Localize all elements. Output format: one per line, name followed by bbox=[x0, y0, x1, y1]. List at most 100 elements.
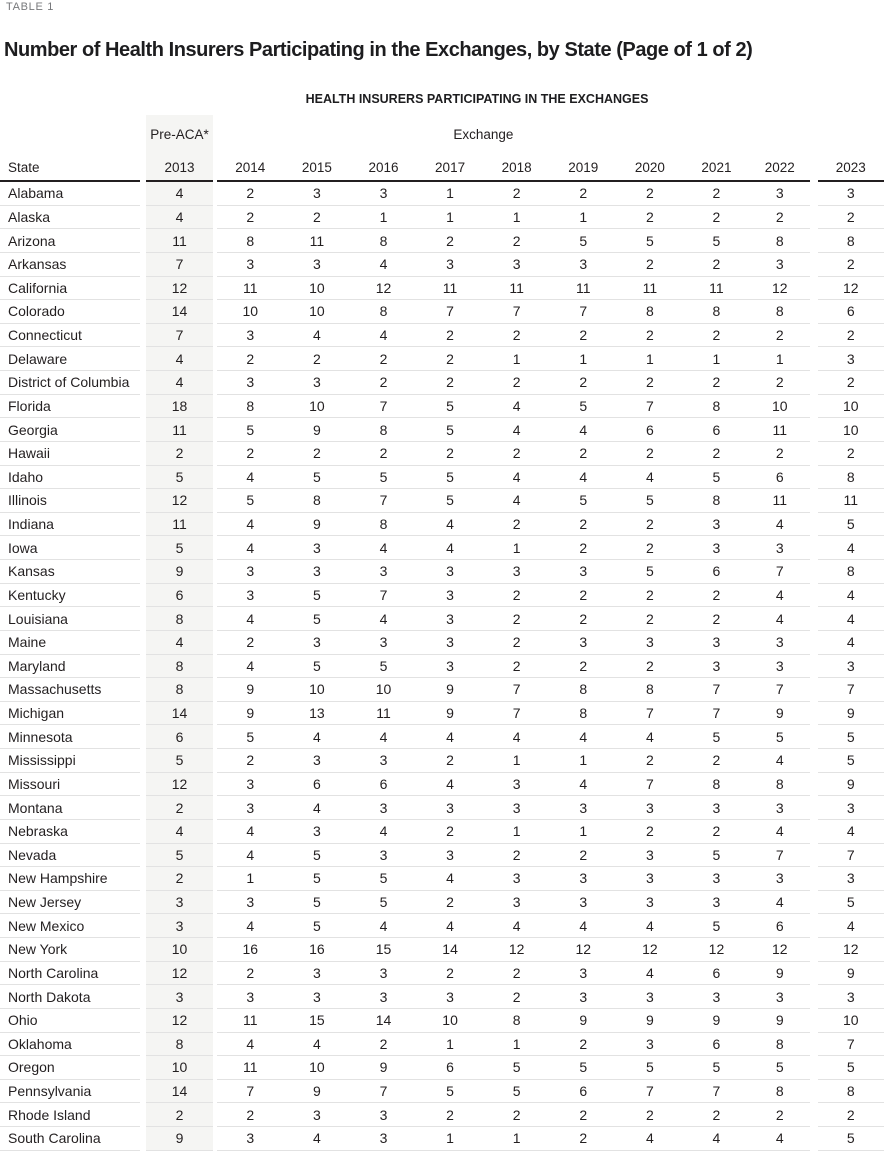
value-2022: 9 bbox=[749, 702, 810, 726]
value-2020: 7 bbox=[616, 395, 684, 419]
column-gap bbox=[810, 584, 818, 608]
column-gap bbox=[810, 1127, 818, 1151]
state-column-header: State bbox=[0, 149, 140, 182]
value-2017: 4 bbox=[416, 513, 484, 537]
column-gap bbox=[810, 442, 818, 466]
value-2015: 11 bbox=[283, 229, 351, 253]
value-2019: 7 bbox=[549, 300, 617, 324]
value-2016: 7 bbox=[350, 584, 417, 608]
value-2013: 5 bbox=[146, 843, 213, 868]
value-2018: 1 bbox=[483, 820, 550, 844]
value-2016: 14 bbox=[350, 1009, 417, 1033]
table-row: Hawaii 2 2 2 2 2 2 2 2 2 2 2 bbox=[0, 441, 884, 466]
value-2023: 10 bbox=[817, 1009, 884, 1033]
value-2013: 8 bbox=[146, 607, 213, 631]
table-body: Alabama 4 2 3 3 1 2 2 2 2 3 3 Alaska 4 2 2 1 1 1 1 2 2 2 2 Arizo… bbox=[0, 182, 884, 1151]
value-2023: 10 bbox=[817, 395, 884, 419]
value-2020: 3 bbox=[616, 985, 684, 1009]
value-2023: 2 bbox=[817, 371, 884, 395]
column-gap bbox=[810, 300, 818, 324]
value-2017: 3 bbox=[416, 655, 484, 679]
state-name: Kansas bbox=[0, 560, 140, 584]
value-2022: 6 bbox=[749, 466, 810, 490]
value-2023: 4 bbox=[817, 820, 884, 844]
column-gap bbox=[810, 536, 818, 560]
value-2020: 2 bbox=[616, 253, 684, 277]
value-2020: 2 bbox=[616, 607, 684, 631]
table-row: Georgia 11 5 9 8 5 4 4 6 6 11 10 bbox=[0, 418, 884, 442]
value-2016: 2 bbox=[350, 1033, 417, 1057]
year-header-2021: 2021 bbox=[683, 149, 750, 182]
state-name: Arizona bbox=[0, 229, 140, 253]
value-2014: 3 bbox=[217, 1127, 284, 1151]
value-2013: 18 bbox=[146, 394, 213, 419]
value-2019: 3 bbox=[549, 867, 617, 891]
table-row: Delaware 4 2 2 2 2 1 1 1 1 1 3 bbox=[0, 347, 884, 371]
table-row: Minnesota 6 5 4 4 4 4 4 4 5 5 5 bbox=[0, 725, 884, 749]
value-2021: 7 bbox=[683, 1080, 750, 1104]
value-2020: 12 bbox=[616, 938, 684, 962]
value-2013: 9 bbox=[146, 1127, 213, 1151]
value-2020: 4 bbox=[616, 725, 684, 749]
value-2023: 6 bbox=[817, 300, 884, 324]
value-2022: 8 bbox=[749, 773, 810, 797]
value-2013: 7 bbox=[146, 323, 213, 348]
table-row: District of Columbia 4 3 3 2 2 2 2 2 2 2 2 bbox=[0, 371, 884, 395]
value-2017: 4 bbox=[416, 773, 484, 797]
value-2023: 11 bbox=[817, 489, 884, 513]
value-2018: 12 bbox=[483, 938, 550, 962]
value-2013: 4 bbox=[146, 630, 213, 655]
value-2016: 9 bbox=[350, 1056, 417, 1080]
value-2019: 2 bbox=[549, 1127, 617, 1151]
value-2022: 2 bbox=[749, 1103, 810, 1127]
value-2015: 4 bbox=[283, 324, 351, 348]
value-2019: 11 bbox=[549, 277, 617, 301]
value-2018: 2 bbox=[483, 584, 550, 608]
value-2021: 6 bbox=[683, 962, 750, 986]
empty-cell bbox=[0, 115, 140, 149]
table-row: Oregon 10 11 10 9 6 5 5 5 5 5 5 bbox=[0, 1056, 884, 1080]
value-2014: 7 bbox=[217, 1080, 284, 1104]
value-2022: 3 bbox=[749, 867, 810, 891]
value-2014: 11 bbox=[217, 1009, 284, 1033]
state-name: North Carolina bbox=[0, 962, 140, 986]
value-2018: 5 bbox=[483, 1056, 550, 1080]
value-2013: 5 bbox=[146, 749, 213, 773]
value-2019: 2 bbox=[549, 442, 617, 466]
state-name: Florida bbox=[0, 395, 140, 419]
value-2020: 3 bbox=[616, 891, 684, 915]
value-2022: 7 bbox=[749, 844, 810, 868]
value-2018: 1 bbox=[483, 206, 550, 230]
value-2017: 9 bbox=[416, 678, 484, 702]
column-gap bbox=[810, 702, 818, 726]
value-2020: 8 bbox=[616, 678, 684, 702]
value-2013: 5 bbox=[146, 536, 213, 560]
value-2022: 4 bbox=[749, 1127, 810, 1151]
value-2023: 5 bbox=[817, 891, 884, 915]
state-name: Oklahoma bbox=[0, 1033, 140, 1057]
state-name: Connecticut bbox=[0, 324, 140, 348]
value-2016: 4 bbox=[350, 820, 417, 844]
column-gap bbox=[810, 149, 818, 182]
value-2023: 12 bbox=[817, 938, 884, 962]
value-2013: 2 bbox=[146, 1103, 213, 1127]
value-2018: 3 bbox=[483, 796, 550, 820]
state-name: Alaska bbox=[0, 206, 140, 230]
value-2016: 3 bbox=[350, 985, 417, 1009]
value-2016: 2 bbox=[350, 442, 417, 466]
table-row: Nebraska 4 4 3 4 2 1 1 2 2 4 4 bbox=[0, 819, 884, 844]
value-2013: 14 bbox=[146, 1079, 213, 1104]
year-header-2017: 2017 bbox=[416, 149, 484, 182]
value-2021: 5 bbox=[683, 844, 750, 868]
table-row: Massachusetts 8 9 10 10 9 7 8 8 7 7 7 bbox=[0, 678, 884, 702]
value-2021: 5 bbox=[683, 914, 750, 938]
value-2013: 4 bbox=[146, 371, 213, 395]
value-2018: 4 bbox=[483, 395, 550, 419]
value-2016: 3 bbox=[350, 560, 417, 584]
table-row: Louisiana 8 4 5 4 3 2 2 2 2 4 4 bbox=[0, 607, 884, 631]
value-2017: 1 bbox=[416, 206, 484, 230]
value-2015: 10 bbox=[283, 1056, 351, 1080]
value-2018: 5 bbox=[483, 1080, 550, 1104]
value-2013: 4 bbox=[146, 182, 213, 206]
state-name: Massachusetts bbox=[0, 678, 140, 702]
